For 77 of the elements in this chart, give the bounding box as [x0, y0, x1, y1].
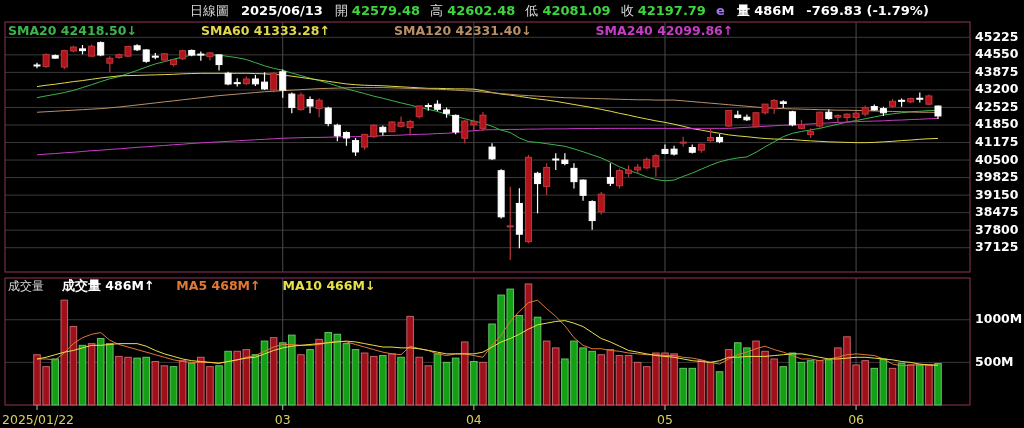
line-series	[36, 299, 939, 367]
bar	[806, 360, 815, 406]
text: 高 42602.48	[430, 2, 516, 18]
bar	[351, 349, 360, 406]
bar	[925, 364, 933, 406]
x-tick-label: 05	[657, 411, 673, 427]
bar	[470, 361, 478, 406]
bar	[825, 359, 833, 406]
y-tick-label: 500M	[975, 353, 1014, 369]
y-tick-label: 45225	[975, 28, 1019, 44]
bar	[724, 349, 733, 406]
bar	[451, 357, 460, 406]
y-tick-label: 39150	[975, 186, 1019, 202]
text: 量 486M	[735, 2, 795, 18]
text: 收 42197.79	[620, 2, 706, 18]
bar	[87, 343, 96, 406]
annotation: 成交量 486M↑	[61, 277, 155, 293]
text: 日線圖	[190, 2, 229, 18]
bar	[342, 343, 351, 406]
x-tick-label: 04	[465, 411, 482, 427]
bar	[916, 364, 924, 406]
bar	[906, 364, 915, 406]
y-tick-label: 1000M	[975, 311, 1023, 327]
text: 開 42579.48	[334, 2, 421, 18]
y-tick-label: 44550	[975, 46, 1019, 62]
bar	[433, 353, 442, 406]
y-tick-label: 41850	[975, 116, 1019, 132]
x-tick-label: 03	[274, 411, 291, 427]
bar	[297, 354, 305, 406]
y-tick-label: 43875	[975, 63, 1019, 79]
text: e	[715, 2, 725, 18]
legend: MA5 468M↑ MA10 466M↓	[176, 277, 376, 293]
y-tick-label: 39825	[975, 169, 1019, 185]
bar	[315, 338, 323, 406]
bar	[624, 355, 633, 406]
bar	[187, 362, 196, 406]
bar	[533, 316, 542, 406]
bar	[178, 360, 187, 406]
bar	[815, 360, 824, 406]
bar	[260, 340, 269, 406]
bar	[251, 354, 260, 406]
y-tick-label: 41175	[975, 134, 1019, 150]
y-tick-label: 37800	[975, 221, 1019, 237]
x-tick-label: 06	[848, 411, 865, 427]
bar	[379, 355, 387, 406]
bar	[269, 337, 278, 406]
bar	[797, 361, 806, 406]
bar	[524, 283, 533, 406]
y-tick-label: 42525	[975, 98, 1019, 114]
y-tick-label: 43200	[975, 81, 1019, 97]
bar	[388, 353, 396, 406]
text: 2025/06/13	[241, 2, 323, 18]
bar	[897, 362, 906, 406]
bar	[78, 344, 87, 406]
bar	[934, 363, 942, 406]
line-series	[36, 320, 939, 366]
bar	[615, 355, 624, 406]
bar	[397, 356, 405, 406]
y-tick-label: 38475	[975, 204, 1019, 220]
y-tick-label: 40500	[975, 151, 1019, 167]
line-series	[36, 72, 939, 144]
bar	[888, 367, 897, 406]
y-tick-label: 37125	[975, 239, 1019, 255]
text: 低 42081.09	[525, 2, 611, 18]
legend: SMA20 42418.50↓ SMA60 41333.28↑ SMA120 42331.40↓ SMA240 42099.86↑	[8, 22, 734, 38]
bar	[706, 361, 715, 406]
bar	[460, 341, 469, 406]
bar	[169, 366, 178, 406]
chart-title: 成交量	[8, 278, 44, 293]
bar	[306, 349, 314, 406]
bar	[715, 371, 724, 406]
bar	[479, 361, 487, 406]
text: -769.83 (-1.79%)	[806, 2, 929, 18]
bar	[51, 358, 59, 406]
bar	[697, 360, 706, 406]
x-tick-label: 2025/01/22	[2, 411, 75, 427]
bar	[442, 361, 451, 406]
